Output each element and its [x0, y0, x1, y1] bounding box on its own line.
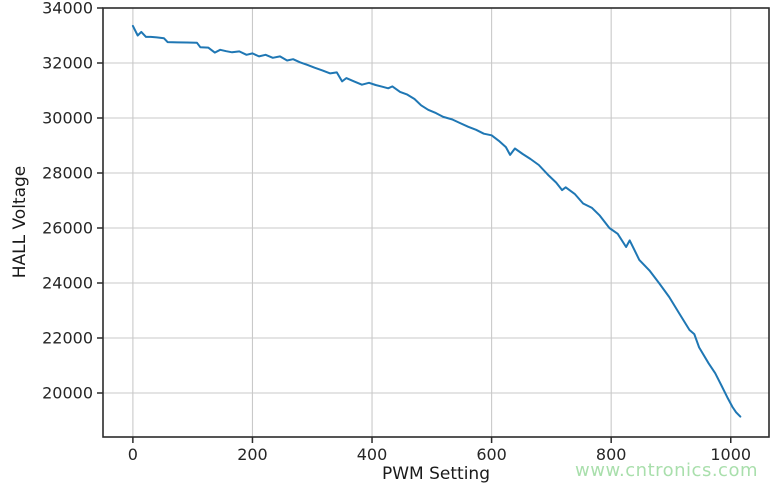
- data-series-line: [131, 24, 742, 418]
- y-tick-label: 22000: [42, 329, 93, 348]
- y-tick-label: 26000: [42, 219, 93, 238]
- y-tick-label: 24000: [42, 274, 93, 293]
- y-tick-label: 30000: [42, 109, 93, 128]
- x-tick-label: 0: [128, 445, 138, 464]
- watermark-text: www.cntronics.com: [575, 460, 758, 481]
- x-tick-label: 1000: [710, 445, 751, 464]
- x-tick-label: 400: [357, 445, 388, 464]
- x-tick-label: 600: [476, 445, 507, 464]
- y-tick-label: 28000: [42, 164, 93, 183]
- y-axis-label: HALL Voltage: [10, 165, 30, 279]
- x-tick-label: 200: [237, 445, 268, 464]
- x-tick-label: 800: [596, 445, 627, 464]
- y-tick-label: 34000: [42, 0, 93, 18]
- y-tick-label: 32000: [42, 54, 93, 73]
- plot-border: [102, 7, 770, 438]
- y-tick-label: 20000: [42, 384, 93, 403]
- x-axis-label: PWM Setting: [381, 464, 491, 484]
